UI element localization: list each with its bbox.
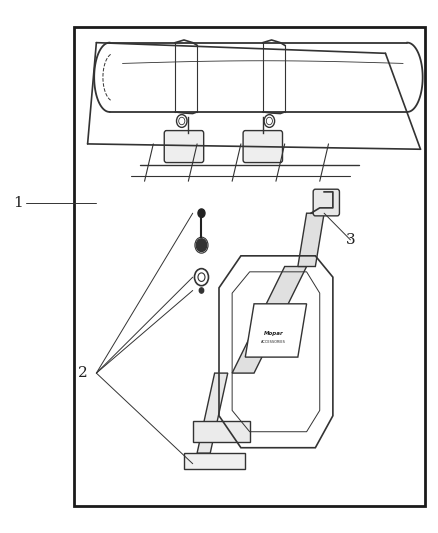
Circle shape [196, 239, 207, 252]
FancyBboxPatch shape [164, 131, 204, 163]
Text: 3: 3 [346, 233, 355, 247]
FancyBboxPatch shape [313, 189, 339, 216]
Text: 1: 1 [13, 196, 22, 209]
Polygon shape [245, 304, 307, 357]
Text: ACCESSORIES: ACCESSORIES [261, 340, 286, 344]
Polygon shape [232, 266, 307, 373]
Polygon shape [184, 453, 245, 469]
Polygon shape [193, 421, 250, 442]
Text: 2: 2 [78, 366, 88, 380]
Circle shape [198, 209, 205, 217]
FancyBboxPatch shape [243, 131, 283, 163]
Text: Mopar: Mopar [264, 330, 284, 336]
Circle shape [199, 288, 204, 293]
Polygon shape [197, 373, 228, 453]
Polygon shape [298, 213, 324, 266]
